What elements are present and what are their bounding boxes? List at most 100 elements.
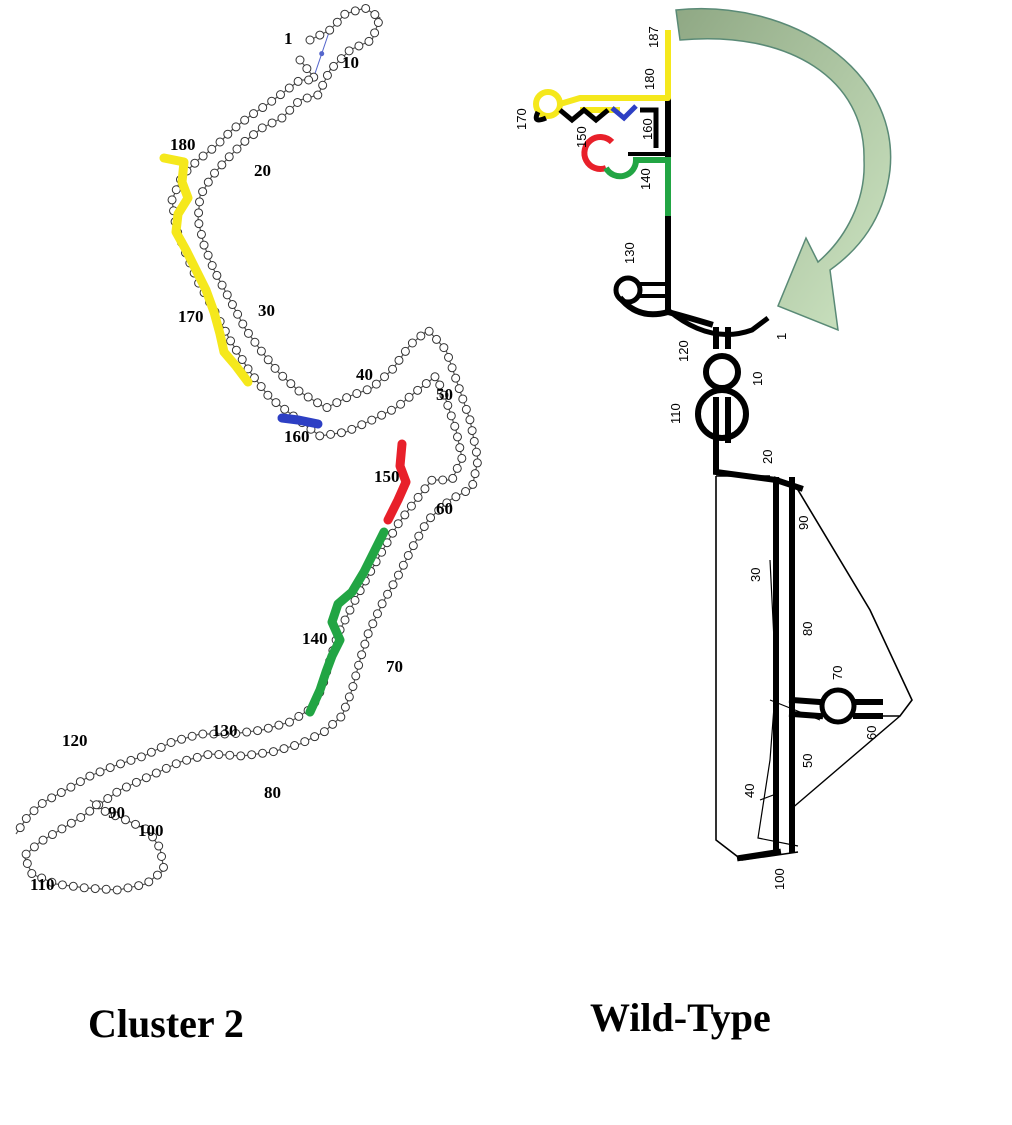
nucleotide <box>110 811 120 821</box>
nucleotide <box>263 390 273 400</box>
nucleotide <box>328 719 338 729</box>
nucleotide <box>373 18 383 28</box>
cluster2-label: 140 <box>302 629 328 648</box>
nucleotide <box>468 479 478 489</box>
nucleotide <box>295 55 305 65</box>
nucleotide <box>236 751 246 761</box>
nucleotide <box>27 869 37 879</box>
nucleotide <box>253 726 263 736</box>
nucleotide <box>354 660 364 670</box>
wildtype-label: 120 <box>676 340 691 362</box>
nucleotide <box>231 122 241 132</box>
nucleotide <box>357 420 367 430</box>
nucleotide <box>332 398 342 408</box>
nucleotide <box>360 639 370 649</box>
nucleotide <box>407 338 417 348</box>
nucleotide <box>444 352 454 362</box>
nucleotide <box>217 160 227 170</box>
nucleotide <box>313 398 323 408</box>
nucleotide <box>446 411 456 421</box>
nucleotide <box>451 373 461 383</box>
nucleotide <box>420 484 430 494</box>
nucleotide <box>451 492 461 502</box>
nucleotide <box>396 399 406 409</box>
nucleotide <box>286 379 296 389</box>
nucleotide <box>152 870 162 880</box>
nucleotide <box>370 10 380 20</box>
nucleotide <box>95 767 105 777</box>
wildtype-label: 100 <box>772 868 787 890</box>
nucleotide <box>267 96 277 106</box>
nucleotide <box>383 589 393 599</box>
nucleotide <box>303 392 313 402</box>
nucleotide <box>372 609 382 619</box>
nucleotide <box>177 734 187 744</box>
nucleotide <box>203 250 213 260</box>
nucleotide <box>47 877 57 887</box>
nucleotide <box>148 832 158 842</box>
nucleotide <box>57 824 67 834</box>
nucleotide <box>240 115 250 125</box>
nucleotide <box>470 469 480 479</box>
wildtype-segment-green <box>603 157 671 216</box>
nucleotide <box>302 93 312 103</box>
nucleotide <box>461 487 471 497</box>
nucleotide <box>90 884 100 894</box>
nucleotide <box>357 650 367 660</box>
cluster2-labels: 1 10 20 30 40 50 60 70 80 90 100 110 120… <box>30 29 453 894</box>
nucleotide <box>146 747 156 757</box>
nucleotide <box>469 436 479 446</box>
nucleotide <box>347 424 357 434</box>
cluster2-label: 50 <box>436 385 453 404</box>
nucleotide <box>243 364 253 374</box>
cluster2-segment-blue <box>277 413 323 429</box>
wildtype-label: 90 <box>796 516 811 530</box>
nucleotide <box>215 137 225 147</box>
nucleotide <box>394 355 404 365</box>
nucleotide <box>400 510 410 520</box>
nucleotide <box>258 748 268 758</box>
cluster2-label: 110 <box>30 875 55 894</box>
wildtype-label: 110 <box>668 403 683 424</box>
nucleotide <box>38 835 48 845</box>
nucleotide <box>222 290 232 300</box>
cluster2-segment-red <box>383 439 411 525</box>
nucleotide <box>457 453 467 463</box>
nucleotide <box>452 463 462 473</box>
nucleotide <box>421 379 431 389</box>
nucleotide <box>270 363 280 373</box>
wildtype-label: 50 <box>800 754 815 768</box>
wildtype-label: 10 <box>750 372 765 386</box>
nucleotide <box>151 768 161 778</box>
nucleotide <box>354 41 364 51</box>
nucleotide <box>271 398 281 408</box>
wildtype-segment-blue <box>610 104 638 122</box>
nucleotide <box>57 880 67 890</box>
nucleotide <box>393 519 403 529</box>
nucleotide <box>454 384 464 394</box>
nucleotide <box>136 752 146 762</box>
nucleotide <box>47 793 57 803</box>
nucleotide <box>256 346 266 356</box>
nucleotide <box>322 403 332 413</box>
nucleotide <box>315 30 325 40</box>
cluster2-label: 70 <box>386 657 403 676</box>
nucleotide <box>368 619 378 629</box>
cluster2-label: 30 <box>258 301 275 320</box>
nucleotide <box>424 326 434 336</box>
nucleotide <box>263 723 273 733</box>
nucleotide <box>85 771 95 781</box>
nucleotide <box>75 777 85 787</box>
nucleotide <box>393 570 403 580</box>
nucleotide <box>196 229 206 239</box>
wildtype-loop-small <box>703 353 741 391</box>
nucleotide <box>458 394 468 404</box>
nucleotide <box>435 380 445 390</box>
wildtype-label: 187 <box>646 26 661 48</box>
nucleotide <box>29 842 39 852</box>
nucleotide <box>123 883 133 893</box>
nucleotide <box>257 123 267 133</box>
wildtype-loop-170-black <box>533 110 547 123</box>
nucleotide <box>141 824 151 834</box>
nucleotide <box>198 187 208 197</box>
